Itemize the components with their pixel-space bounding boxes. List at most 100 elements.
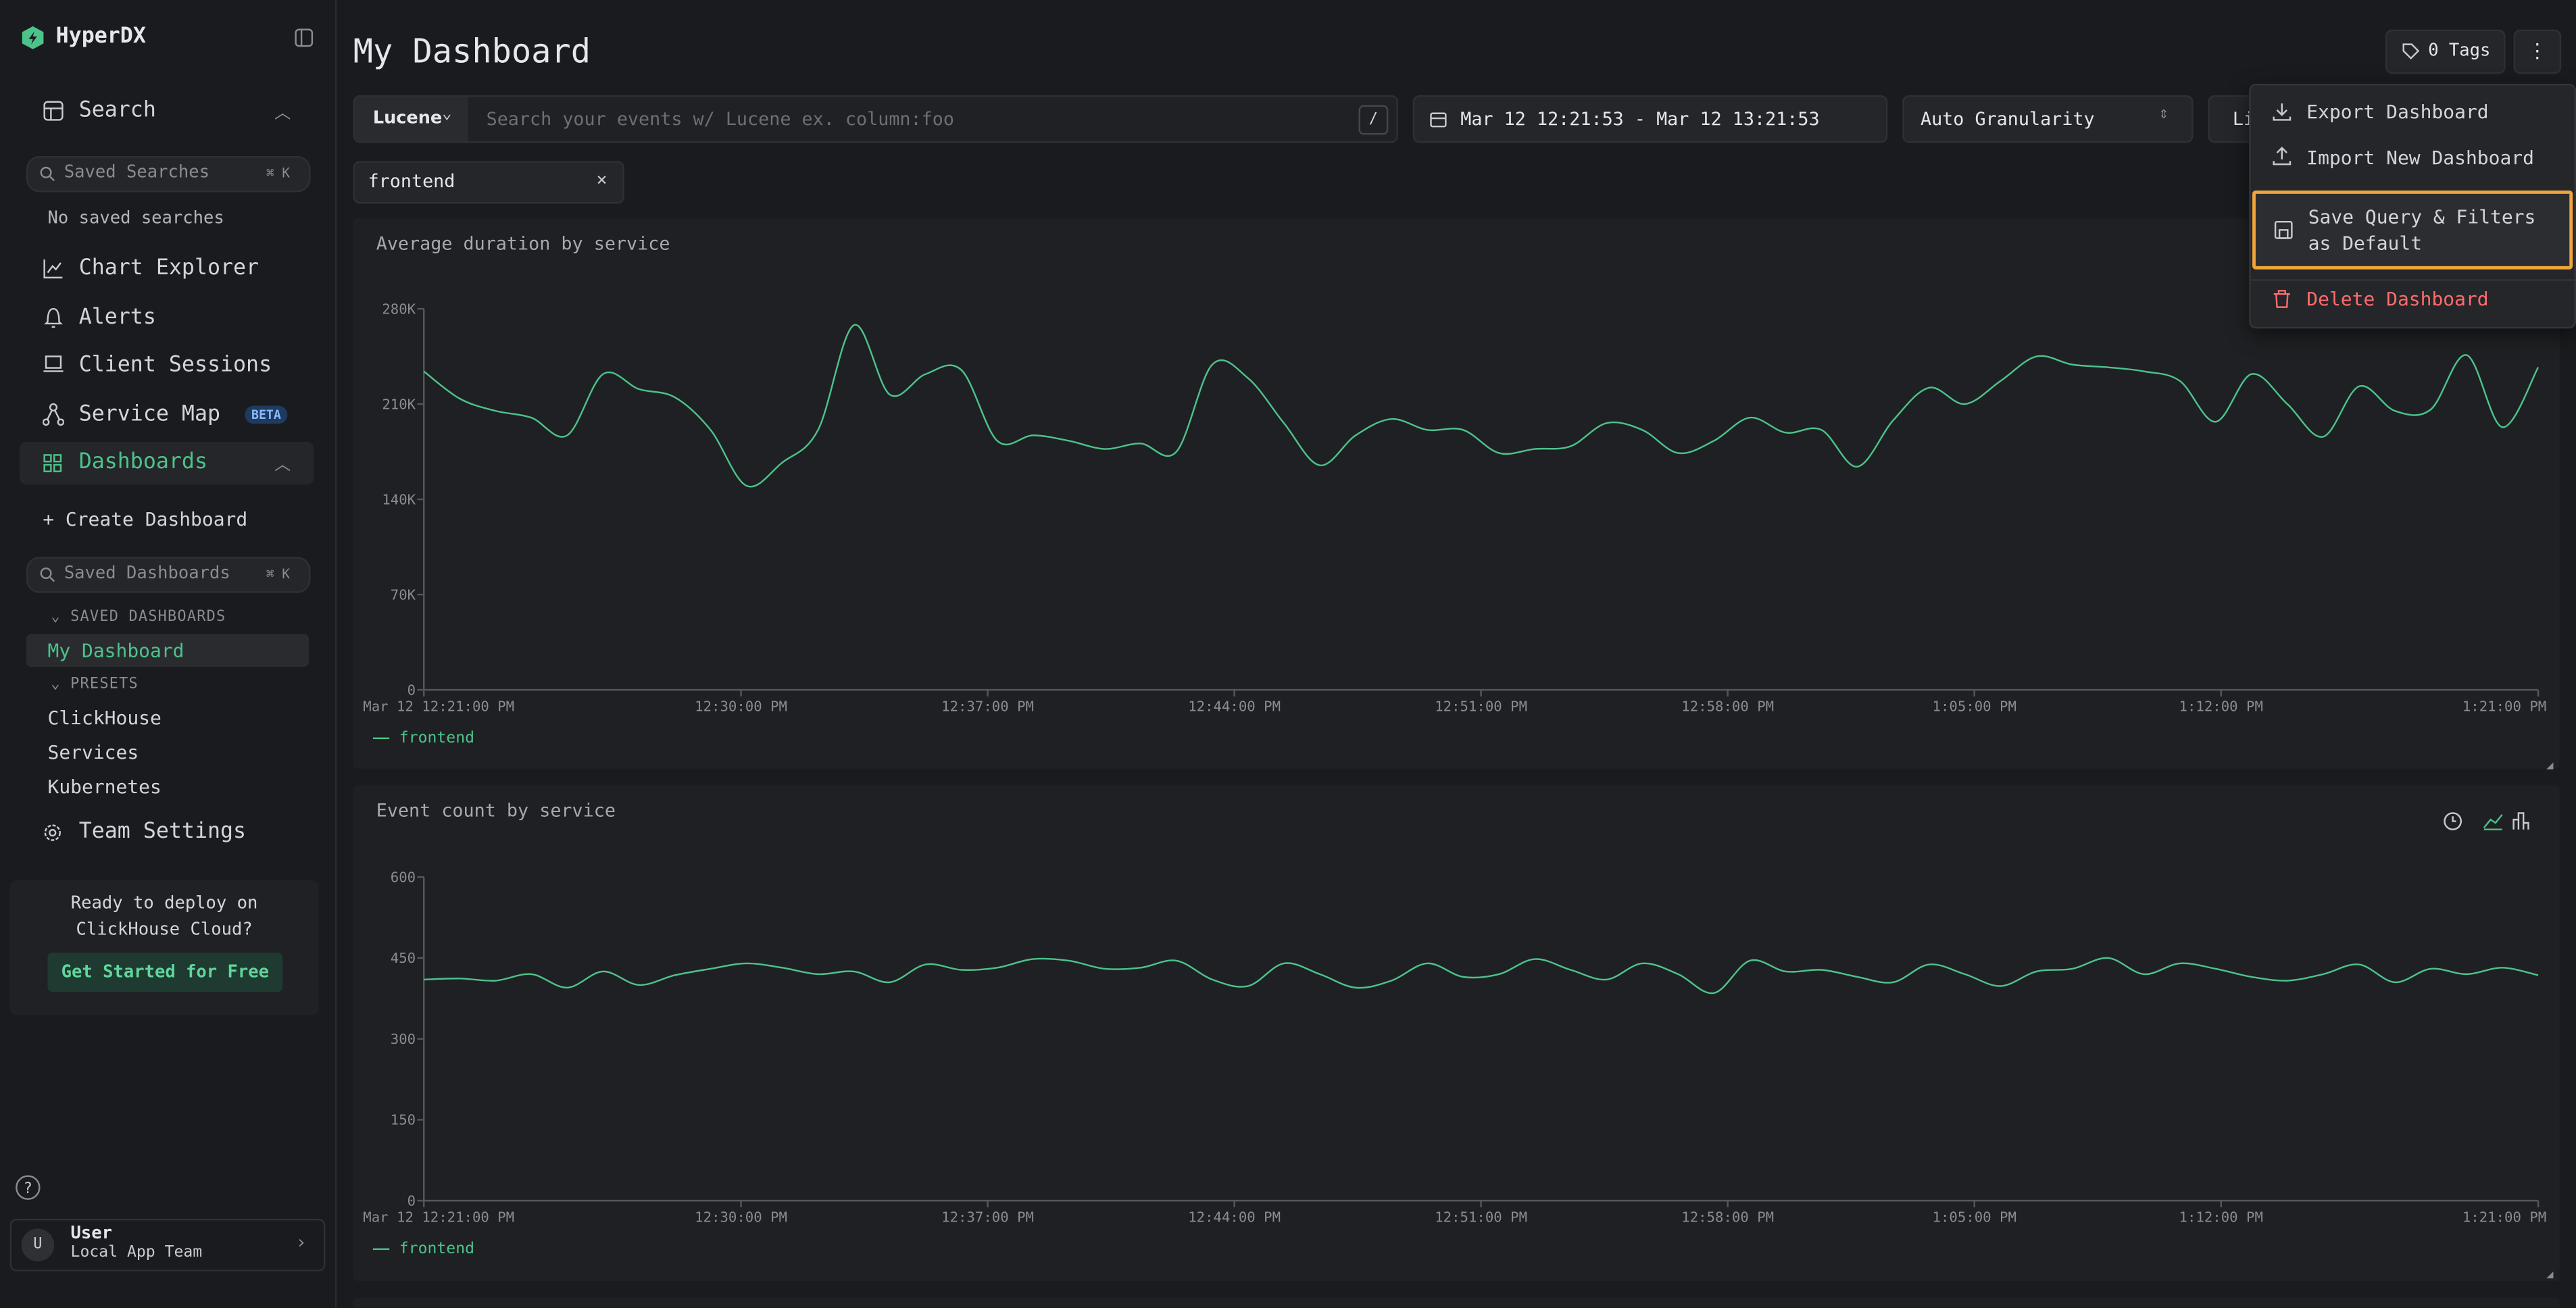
tags-label: 0 Tags xyxy=(2428,41,2491,61)
chart-title: Average duration by service xyxy=(376,233,670,255)
y-tick-label: 0 xyxy=(407,682,416,698)
menu-item[interactable]: Export Dashboard xyxy=(2306,100,2489,124)
x-tick-label: 12:51:00 PM xyxy=(1435,1209,1527,1226)
calendar-icon xyxy=(1430,112,1447,128)
nav-active-bg xyxy=(20,441,314,485)
beta-badge: BETA xyxy=(245,405,288,424)
heading-text: PRESETS xyxy=(70,676,139,693)
preset-link[interactable]: Kubernetes xyxy=(47,775,162,799)
more-button[interactable]: ⋮ xyxy=(2513,29,2562,74)
chevron: ︿ xyxy=(274,105,291,124)
avatar: U xyxy=(21,1228,55,1262)
download-icon xyxy=(2273,103,2292,121)
language-label: Lucene xyxy=(372,108,443,128)
preset-link[interactable]: Services xyxy=(47,740,139,764)
legend-item[interactable]: frontend xyxy=(372,1240,475,1259)
chart: 0 70K 140K 210K 280K Mar 12 12:21:00 PM 12:30:… xyxy=(363,301,2546,715)
y-tick-label: 210K xyxy=(382,396,416,412)
y-tick-label: 450 xyxy=(391,950,416,966)
section-heading: ⌄ SAVED DASHBOARDS xyxy=(51,609,226,626)
y-tick-label: 140K xyxy=(382,491,416,507)
remove-filter[interactable]: × xyxy=(596,169,608,191)
menu-item[interactable]: Delete Dashboard xyxy=(2306,287,2489,311)
resize-handle[interactable]: ◢ xyxy=(2546,759,2554,772)
search-bar: Lucene ⌄ Search your events w/ Lucene ex… xyxy=(353,95,1398,143)
x-tick-label: 12:58:00 PM xyxy=(1681,1209,1774,1226)
granularity-label: Auto Granularity xyxy=(1920,108,2095,130)
dashboards-icon xyxy=(43,454,62,472)
y-tick-label: 600 xyxy=(391,870,416,886)
user-team: Local App Team xyxy=(70,1243,203,1262)
x-tick-label: 12:51:00 PM xyxy=(1435,699,1527,715)
x-tick-label: Mar 12 12:21:00 PM xyxy=(363,1209,514,1226)
x-tick-label: 12:37:00 PM xyxy=(941,1209,1034,1226)
chart-toolbar[interactable] xyxy=(2439,810,2538,833)
nav-team-settings[interactable]: Team Settings xyxy=(78,820,247,845)
magnifier xyxy=(40,166,55,182)
magnifier xyxy=(40,567,55,582)
saved-search-input[interactable]: Saved Searches ⌘ K xyxy=(26,155,311,193)
promo-button[interactable]: Get Started for Free xyxy=(47,953,283,992)
granularity-select[interactable]: Auto Granularity ⇕ xyxy=(1902,95,2194,143)
legend-label: frontend xyxy=(399,1240,475,1259)
promo-card: Ready to deploy on ClickHouse Cloud? Get… xyxy=(9,880,319,1015)
legend-item[interactable]: frontend xyxy=(372,729,475,748)
settings-icon xyxy=(44,824,61,841)
x-tick-label: 12:58:00 PM xyxy=(1681,699,1774,715)
section-heading: ⌄ PRESETS xyxy=(51,676,139,693)
heading-text: SAVED DASHBOARDS xyxy=(70,609,226,626)
placeholder: Saved Dashboards xyxy=(64,563,230,584)
shortcut: ⌘ K xyxy=(266,566,290,582)
x-tick-label: 1:05:00 PM xyxy=(1933,1209,2016,1226)
menu-item[interactable]: Import New Dashboard xyxy=(2306,146,2534,170)
legend-swatch xyxy=(372,1248,390,1251)
menu-item-highlight[interactable]: Save Query & Filters as Default xyxy=(2252,191,2573,270)
dashboard-link[interactable]: My Dashboard xyxy=(47,638,184,662)
nav-item[interactable]: Client Sessions xyxy=(78,353,272,378)
language-select[interactable]: Lucene ⌄ xyxy=(355,97,468,142)
help-icon[interactable]: ? xyxy=(15,1174,41,1201)
nav-item[interactable]: Service Map xyxy=(78,402,220,428)
time-picker[interactable]: Mar 12 12:21:53 - Mar 12 13:21:53 xyxy=(1412,95,1888,143)
user-card[interactable]: U User Local App Team › xyxy=(9,1218,326,1272)
nav-icons xyxy=(43,259,64,426)
page-title: My Dashboard xyxy=(353,31,591,71)
x-tick-label: 12:44:00 PM xyxy=(1188,1209,1281,1226)
filter-label: frontend xyxy=(368,170,455,193)
time-range: Mar 12 12:21:53 - Mar 12 13:21:53 xyxy=(1460,108,1820,130)
divider xyxy=(2250,279,2575,281)
tag-icon xyxy=(2402,43,2420,60)
chart-panel: Event count by service 0 150 300 450 600 Mar … xyxy=(353,785,2560,1282)
promo-text: Ready to deploy on ClickHouse Cloud? xyxy=(70,893,258,940)
search-placeholder[interactable]: Search your events w/ Lucene ex. column:… xyxy=(486,108,954,130)
saved-dashboard-input[interactable]: Saved Dashboards ⌘ K xyxy=(26,557,311,593)
x-tick-label: 1:21:00 PM xyxy=(2462,1209,2546,1226)
resize-handle[interactable]: ◢ xyxy=(2546,1267,2554,1282)
nav-search[interactable]: Search xyxy=(78,98,156,124)
filter-chip[interactable]: frontend × xyxy=(353,161,624,204)
nav-item[interactable]: Chart Explorer xyxy=(78,256,259,281)
tags-button[interactable]: 0 Tags xyxy=(2385,29,2506,74)
y-tick-label: 70K xyxy=(391,586,416,603)
shortcut: ⌘ K xyxy=(266,166,290,181)
collapse-icon[interactable] xyxy=(294,28,314,47)
x-tick-label: 1:12:00 PM xyxy=(2179,1209,2263,1226)
dropdown-menu: Export Dashboard Import New Dashboard Sa… xyxy=(2249,83,2576,329)
trash-icon xyxy=(2273,290,2290,308)
series-line xyxy=(423,324,2540,488)
sidebar: HyperDX Search ︿ Saved Searches ⌘ K No s… xyxy=(0,0,337,1308)
x-tick-label: 1:12:00 PM xyxy=(2179,699,2263,715)
preset-link[interactable]: ClickHouse xyxy=(47,706,162,730)
nav-dashboards[interactable]: Dashboards xyxy=(78,450,208,475)
y-tick-label: 280K xyxy=(382,301,416,317)
placeholder: Saved Searches xyxy=(64,162,210,182)
y-tick-label: 300 xyxy=(391,1031,416,1047)
active-dashboard-bg xyxy=(26,634,309,668)
create-dashboard[interactable]: + Create Dashboard xyxy=(43,507,248,531)
logo xyxy=(22,26,44,49)
user-name: User xyxy=(70,1224,113,1244)
brand: HyperDX xyxy=(55,24,146,49)
legend-label: frontend xyxy=(399,729,475,748)
nav-item[interactable]: Alerts xyxy=(78,305,156,330)
